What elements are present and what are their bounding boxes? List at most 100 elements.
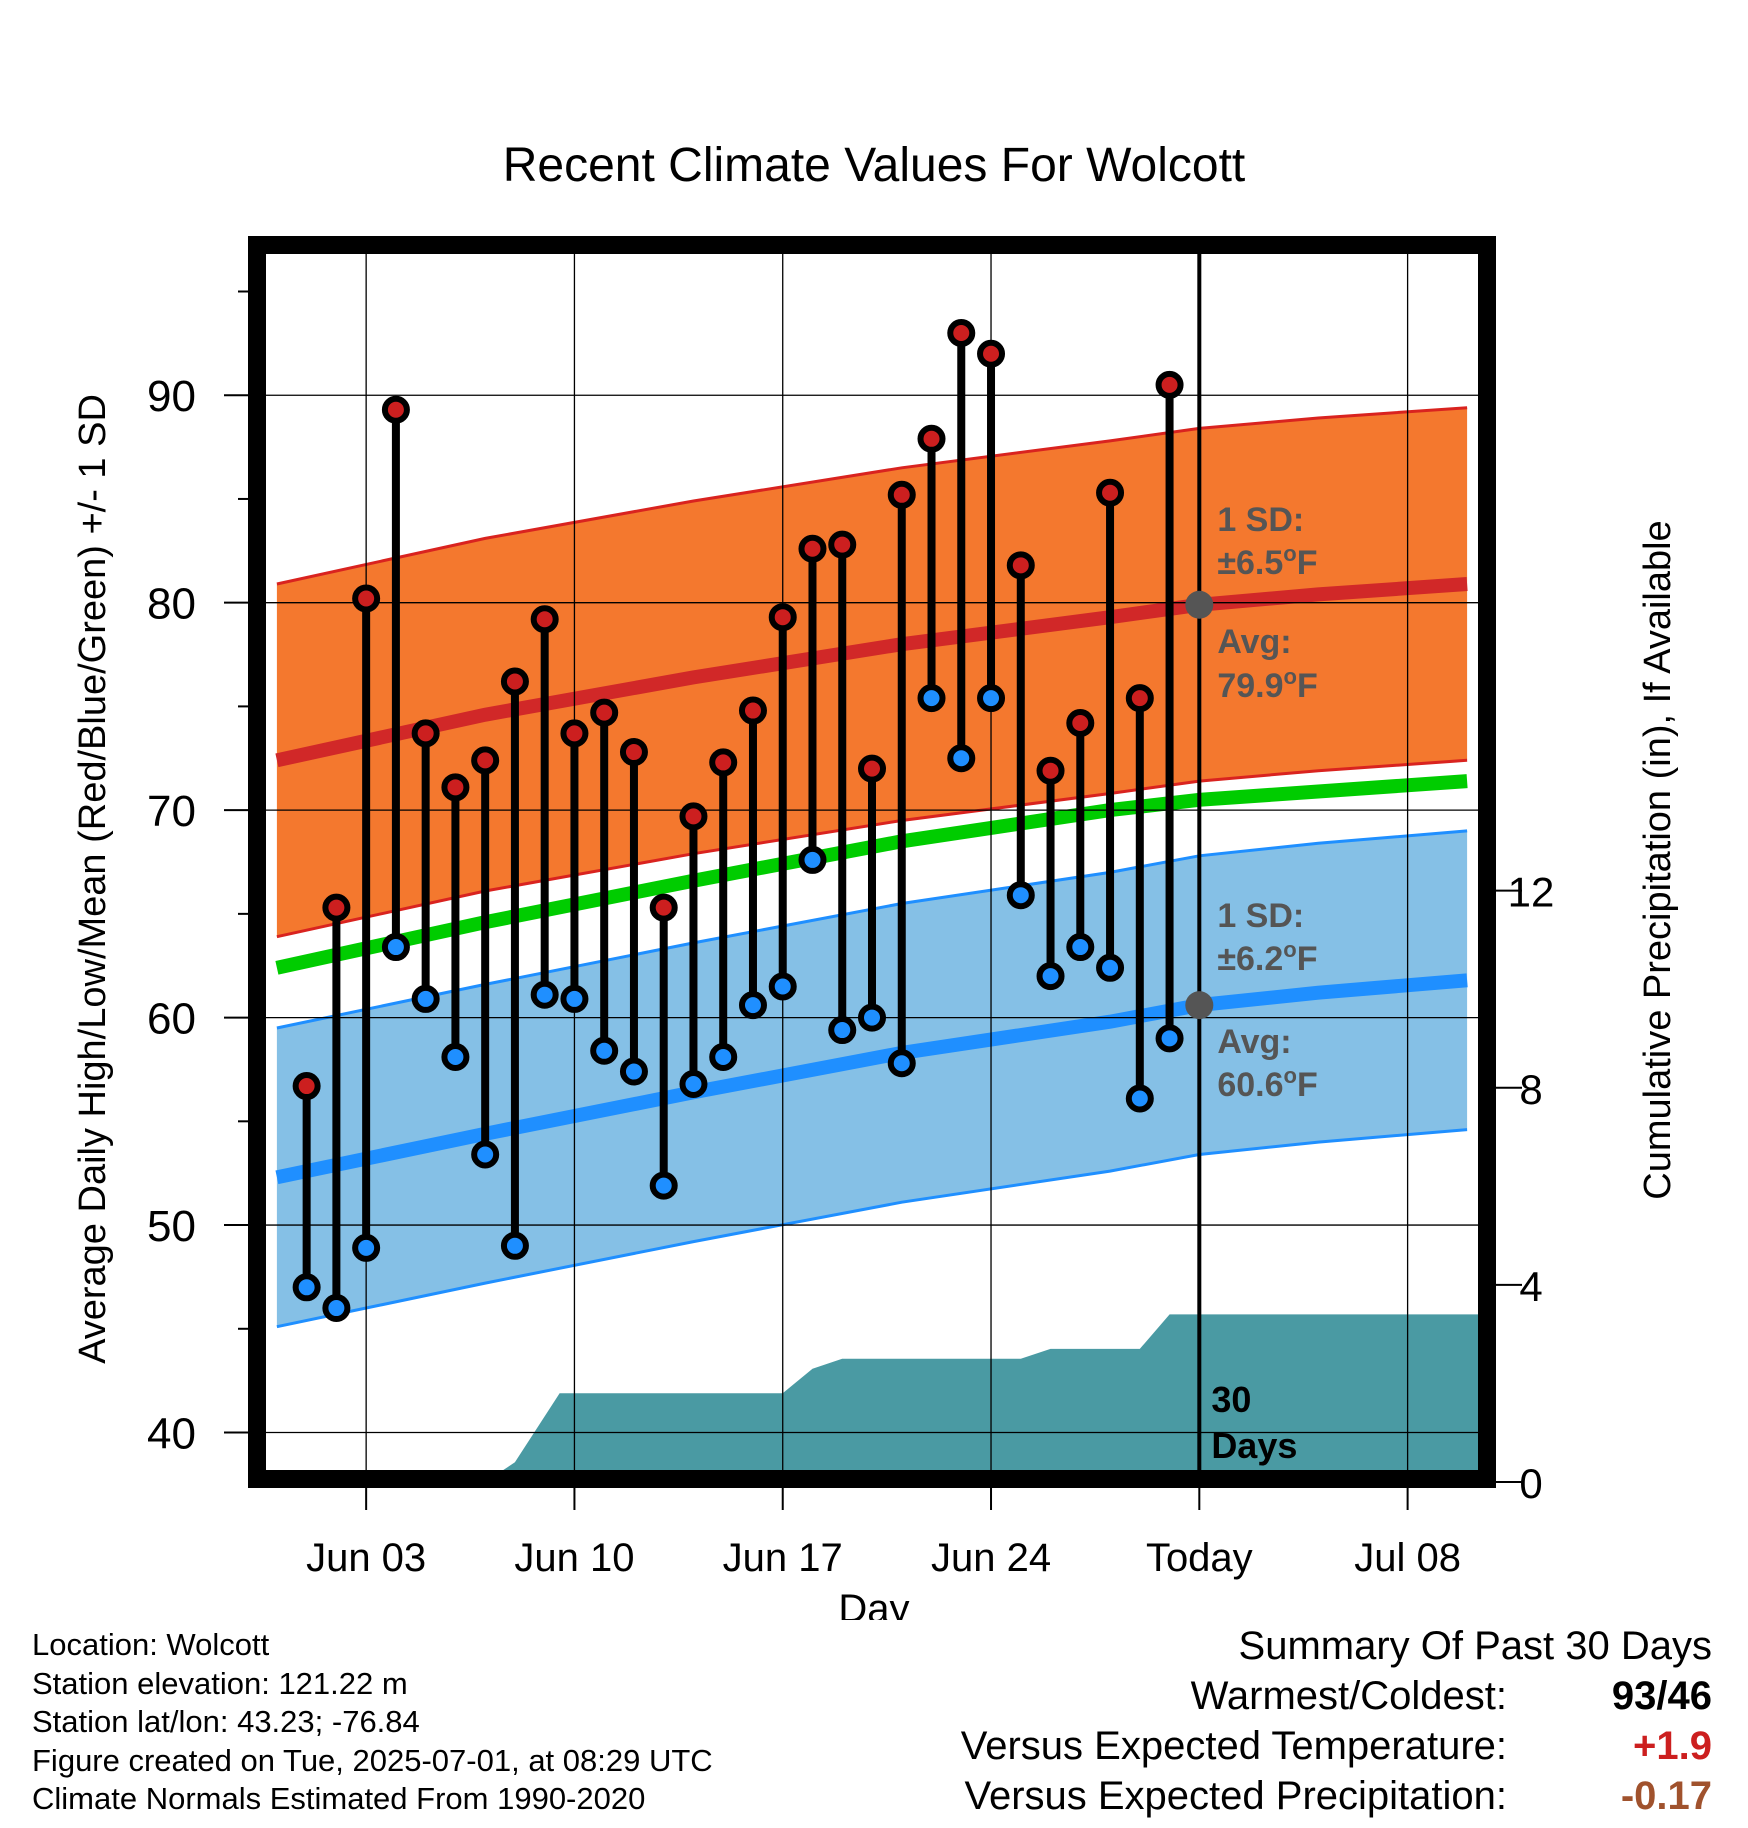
precip-departure-row: Versus Expected Precipitation: -0.17: [961, 1771, 1712, 1821]
daily-low-point: [1036, 962, 1065, 991]
daily-low-point: [322, 1294, 351, 1323]
daily-high-point: [798, 534, 827, 563]
daily-low-point: [1006, 881, 1035, 910]
summary-panel: Summary Of Past 30 Days Warmest/Coldest:…: [961, 1621, 1712, 1821]
location-text: Location: Wolcott: [32, 1627, 270, 1662]
daily-high-point: [858, 754, 886, 783]
daily-high-point: [590, 698, 619, 727]
warmest-coldest-label: Warmest/Coldest:: [1190, 1674, 1507, 1718]
daily-high-point: [947, 318, 976, 347]
precip-tick-label: 8: [1519, 1066, 1542, 1113]
daily-low-point: [1066, 933, 1095, 962]
low-avg-label: Avg:: [1217, 1023, 1291, 1061]
daily-high-point: [1066, 709, 1095, 738]
daily-high-point: [292, 1072, 321, 1101]
daily-low-point: [590, 1036, 619, 1065]
x-tick-label: Jun 03: [306, 1536, 426, 1580]
low-sd-value: ±6.2oF: [1217, 937, 1317, 978]
x-tick-label: Jun 17: [723, 1536, 843, 1580]
normal-low-line: [275, 973, 1468, 1185]
daily-high-point: [1006, 551, 1035, 580]
daily-low-point: [619, 1057, 648, 1086]
coldest-value: 46: [1667, 1674, 1713, 1718]
y-tick-label: 90: [147, 372, 196, 421]
y-tick-label: 80: [147, 580, 196, 629]
warmest-coldest-sep: /: [1656, 1674, 1668, 1718]
daily-high-point: [352, 584, 381, 613]
y-tick-label: 40: [147, 1410, 196, 1459]
plot-frame: [248, 236, 1496, 1488]
high-avg-value: 79.9oF: [1217, 664, 1317, 705]
daily-low-point: [1096, 953, 1125, 982]
normal-mean-line: [275, 774, 1468, 975]
daily-low-point: [798, 845, 827, 874]
daily-high-point: [679, 802, 708, 831]
daily-low-point: [887, 1049, 916, 1078]
days-count-label: 30: [1211, 1379, 1251, 1420]
daily-high-point: [441, 773, 470, 802]
daily-high-point: [381, 395, 410, 424]
daily-low-point: [560, 984, 589, 1013]
elevation-text: Station elevation: 121.22 m: [32, 1665, 408, 1701]
x-tick-label: Jun 10: [514, 1536, 634, 1580]
daily-low-point: [917, 684, 946, 713]
daily-high-point: [887, 480, 916, 509]
daily-low-point: [352, 1233, 381, 1262]
low-sd-label: 1 SD:: [1217, 897, 1304, 935]
daily-low-point: [709, 1043, 738, 1072]
y-tick-label: 50: [147, 1202, 196, 1251]
low-sd-upper-edge: [276, 829, 1468, 1030]
daily-high-point: [1036, 756, 1065, 785]
precip-area: [497, 1314, 1482, 1474]
daily-high-point: [649, 893, 678, 922]
created-text: Figure created on Tue, 2025-07-01, at 08…: [32, 1742, 713, 1778]
daily-low-point: [1125, 1084, 1154, 1113]
days-word-label: Days: [1211, 1425, 1297, 1466]
x-tick-label: Today: [1146, 1536, 1253, 1580]
climate-chart: Recent Climate Values For Wolcott 1 SD:±…: [72, 139, 1679, 1620]
daily-high-point: [709, 748, 738, 777]
daily-low-point: [947, 744, 976, 773]
temp-departure-row: Versus Expected Temperature: +1.9: [961, 1721, 1712, 1771]
high-avg-label: Avg:: [1217, 623, 1291, 661]
precip-tick-label: 0: [1519, 1460, 1542, 1507]
daily-low-point: [977, 684, 1006, 713]
warmest-coldest-value: 93/46: [1507, 1671, 1712, 1721]
y-tick-label: 60: [147, 995, 196, 1044]
daily-high-point: [500, 667, 529, 696]
y-axis-label-left: Average Daily High/Low/Mean (Red/Blue/Gr…: [72, 394, 114, 1364]
daily-high-point: [619, 738, 648, 767]
daily-high-point: [411, 719, 440, 748]
daily-low-point: [738, 991, 767, 1020]
daily-high-point: [471, 746, 500, 775]
summary-title: Summary Of Past 30 Days: [961, 1621, 1712, 1671]
precip-departure-value: -0.17: [1620, 1774, 1712, 1818]
daily-low-point: [292, 1273, 321, 1302]
precip-departure-label: Versus Expected Precipitation:: [964, 1774, 1507, 1818]
station-info: Location: Wolcott Station elevation: 121…: [32, 1626, 713, 1819]
daily-low-point: [858, 1003, 886, 1032]
chart-title: Recent Climate Values For Wolcott: [503, 139, 1246, 192]
daily-low-point: [679, 1069, 708, 1098]
today-avg-high-marker: [1185, 590, 1214, 619]
temp-departure-value: +1.9: [1633, 1724, 1712, 1768]
low-sd-lower-edge: [276, 1128, 1468, 1329]
high-sd-lower-edge: [276, 758, 1468, 939]
warmest-coldest-row: Warmest/Coldest: 93/46: [961, 1671, 1712, 1721]
x-tick-label: Jun 24: [931, 1536, 1051, 1580]
latlon-text: Station lat/lon: 43.23; -76.84: [32, 1704, 420, 1739]
daily-low-point: [768, 972, 797, 1001]
y-tick-label: 70: [147, 787, 196, 836]
x-axis-label: Day: [838, 1587, 909, 1620]
warmest-value: 93: [1611, 1674, 1657, 1718]
daily-high-point: [530, 605, 559, 634]
precip-tick-label: 12: [1508, 869, 1555, 916]
daily-high-point: [828, 530, 857, 559]
temp-departure-label: Versus Expected Temperature:: [960, 1724, 1507, 1768]
daily-low-point: [411, 984, 440, 1013]
daily-low-point: [828, 1016, 857, 1045]
daily-high-point: [977, 339, 1006, 368]
low-avg-value: 60.6oF: [1217, 1063, 1317, 1104]
daily-low-point: [441, 1043, 470, 1072]
